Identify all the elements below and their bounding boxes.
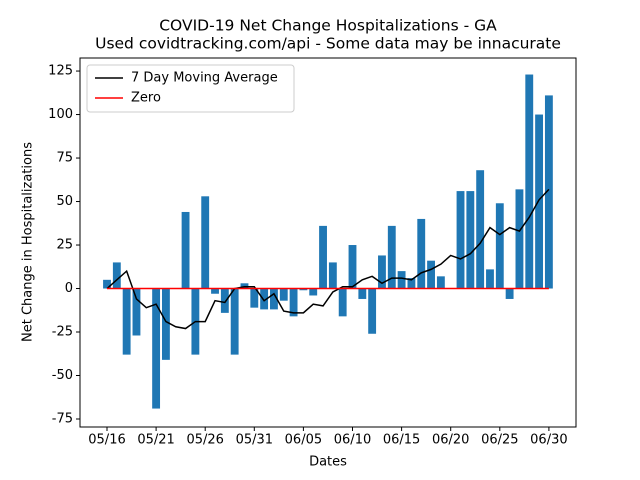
chart-title: COVID-19 Net Change Hospitalizations - G… xyxy=(159,17,497,35)
x-tick-label: 06/25 xyxy=(481,433,518,448)
bar xyxy=(495,203,504,289)
x-tick-label: 06/20 xyxy=(432,433,469,448)
bar xyxy=(132,288,141,336)
bar xyxy=(368,288,377,334)
bar xyxy=(436,276,445,289)
y-tick-label: 0 xyxy=(65,281,73,296)
bar xyxy=(544,95,553,289)
bar xyxy=(211,288,219,294)
bar xyxy=(348,245,357,289)
bar xyxy=(378,255,386,289)
bar xyxy=(270,288,278,310)
bar xyxy=(260,288,269,310)
x-tick-label: 05/21 xyxy=(137,433,174,448)
bar xyxy=(299,288,308,291)
bar xyxy=(161,288,170,360)
bar xyxy=(289,288,298,317)
bar xyxy=(358,288,367,299)
bar xyxy=(417,218,426,289)
y-tick-label: 100 xyxy=(48,107,73,122)
bar xyxy=(201,196,210,289)
bar xyxy=(122,288,131,355)
bar xyxy=(427,260,435,289)
y-axis-label: Net Change in Hospitalizations xyxy=(21,142,36,342)
bar xyxy=(181,211,190,289)
x-tick-label: 06/15 xyxy=(383,433,420,448)
bar xyxy=(486,269,494,289)
bar xyxy=(535,114,544,289)
bar xyxy=(476,170,485,289)
y-tick-label: -50 xyxy=(52,368,73,383)
x-tick-label: 06/05 xyxy=(285,433,322,448)
y-tick-label: 25 xyxy=(56,238,73,253)
x-tick-label: 06/10 xyxy=(334,433,371,448)
legend-label: Zero xyxy=(131,91,161,106)
bar xyxy=(328,262,337,289)
x-tick-label: 05/31 xyxy=(236,433,273,448)
x-tick-label: 05/16 xyxy=(88,433,125,448)
bar xyxy=(466,191,475,289)
plot-frame xyxy=(79,57,577,428)
y-tick-label: -25 xyxy=(52,325,73,340)
bar xyxy=(515,189,524,289)
bar xyxy=(240,283,249,289)
bar xyxy=(456,191,465,289)
y-tick-label: -75 xyxy=(52,411,73,426)
bar xyxy=(112,262,121,289)
bar xyxy=(230,288,239,355)
bar xyxy=(397,271,406,289)
line-series xyxy=(106,188,550,330)
y-tick-label: 50 xyxy=(56,194,73,209)
bar xyxy=(525,74,534,289)
chart-subtitle: Used covidtracking.com/api - Some data m… xyxy=(95,35,561,53)
x-tick-label: 06/30 xyxy=(530,433,567,448)
bar xyxy=(505,288,514,299)
bar xyxy=(319,225,327,289)
bar xyxy=(407,278,416,289)
y-tick-label: 125 xyxy=(48,64,73,79)
bar xyxy=(387,225,396,289)
x-axis-label: Dates xyxy=(309,455,347,470)
bar xyxy=(250,288,259,308)
y-tick-label: 75 xyxy=(56,151,73,166)
legend-label: 7 Day Moving Average xyxy=(131,71,278,86)
bar xyxy=(338,288,347,317)
bar xyxy=(152,288,161,409)
bar xyxy=(309,288,318,296)
x-tick-label: 05/26 xyxy=(186,433,223,448)
bar xyxy=(103,279,111,289)
legend-box xyxy=(86,64,295,113)
bar xyxy=(279,288,288,301)
bar xyxy=(220,288,229,313)
